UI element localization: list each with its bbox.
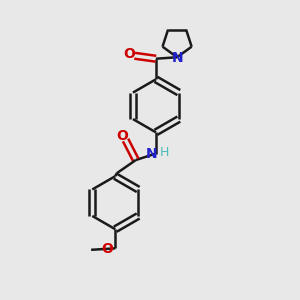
- Text: N: N: [146, 146, 158, 161]
- Text: O: O: [124, 47, 135, 61]
- Text: H: H: [159, 146, 169, 159]
- Text: O: O: [101, 242, 113, 256]
- Text: O: O: [117, 130, 129, 143]
- Text: N: N: [172, 51, 184, 65]
